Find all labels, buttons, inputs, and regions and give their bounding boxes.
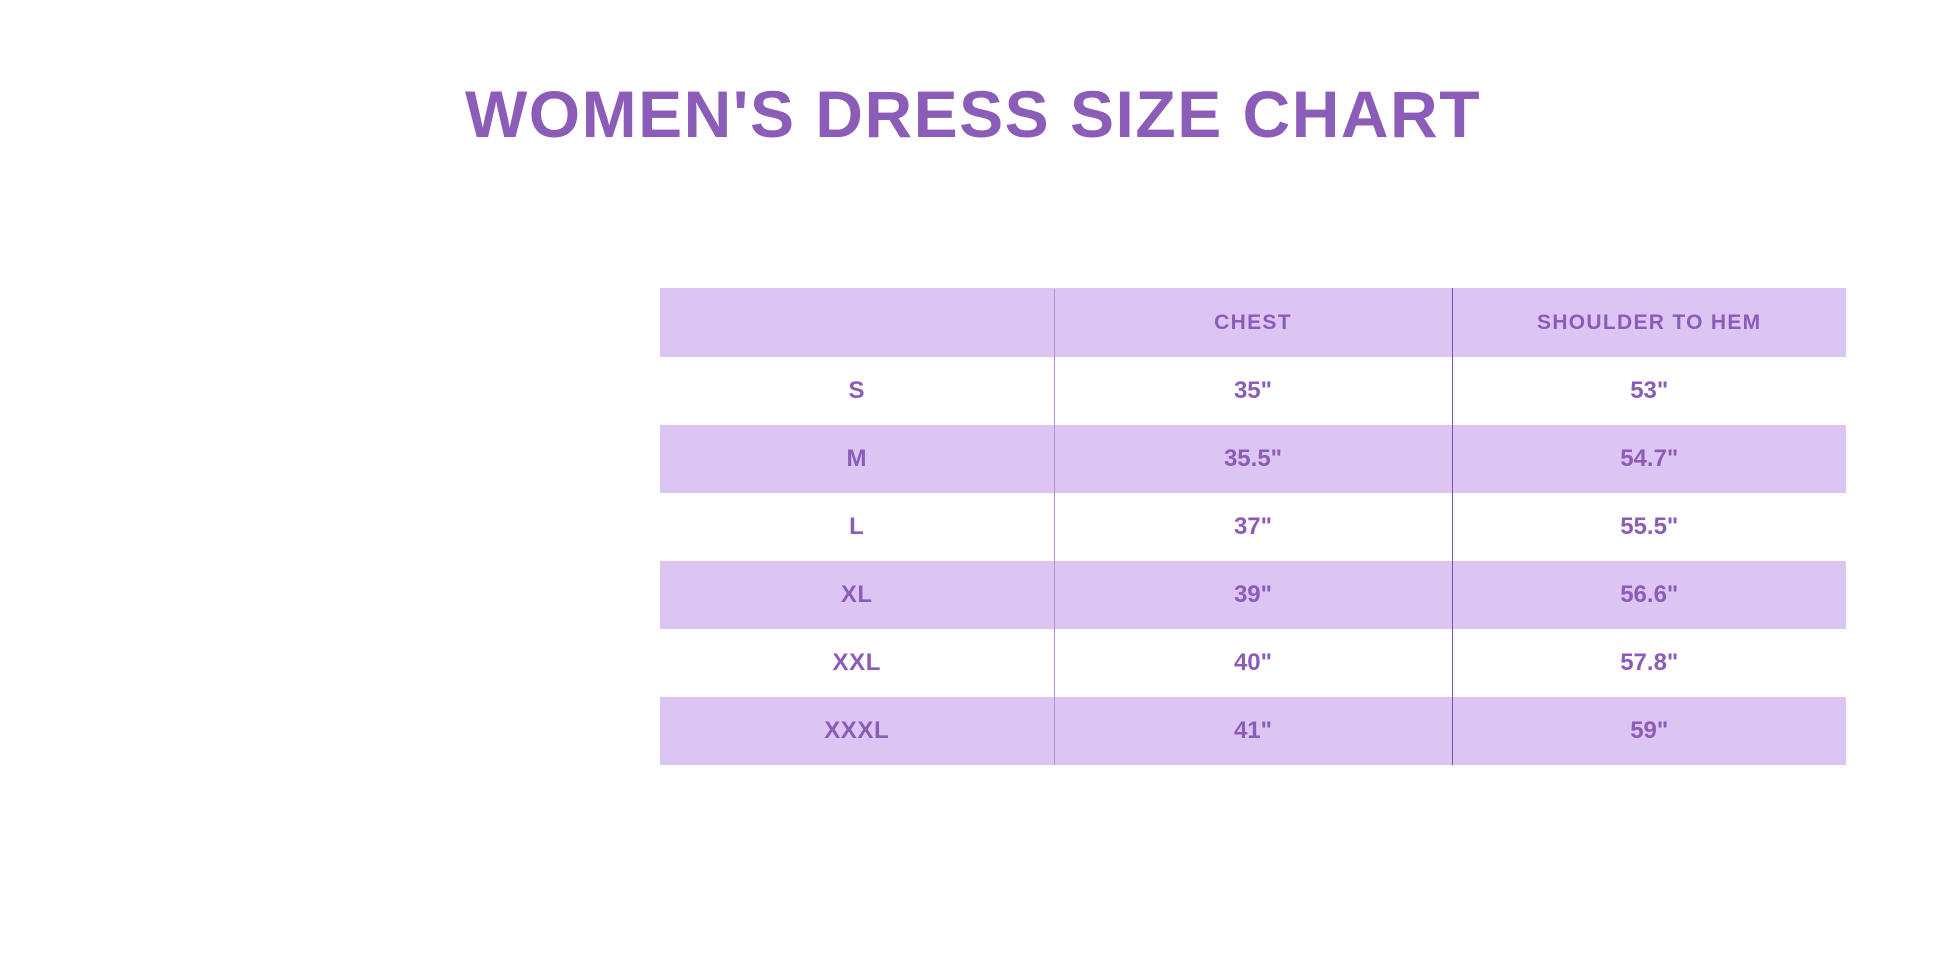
table-row: XXL 40" 57.8" xyxy=(660,629,1846,697)
size-chart-table-container: CHEST SHOULDER TO HEM S 35" 53" M 35.5" … xyxy=(660,288,1846,765)
cell-size: XXXL xyxy=(824,717,890,744)
column-header-size xyxy=(660,288,1054,357)
table-header: CHEST SHOULDER TO HEM xyxy=(660,288,1846,357)
cell-shoulder-to-hem: 57.8" xyxy=(1620,649,1679,676)
cell-size: M xyxy=(846,445,868,472)
cell-size: S xyxy=(848,377,866,404)
page-title: WOMEN'S DRESS SIZE CHART xyxy=(464,77,1482,151)
cell-size: L xyxy=(849,513,865,540)
column-header-chest: CHEST xyxy=(1053,288,1453,357)
table-body: S 35" 53" M 35.5" 54.7" L 37" 55.5" XL 3… xyxy=(660,357,1846,765)
size-chart-table: CHEST SHOULDER TO HEM S 35" 53" M 35.5" … xyxy=(660,288,1846,765)
cell-chest: 35" xyxy=(1053,357,1453,425)
cell-chest: 41" xyxy=(1053,697,1453,765)
cell-size: XXL xyxy=(832,649,881,676)
column-header-shoulder-to-hem: SHOULDER TO HEM xyxy=(1452,288,1846,357)
cell-chest: 39" xyxy=(1053,561,1453,629)
cell-shoulder-to-hem: 59" xyxy=(1630,717,1669,744)
table-row: XL 39" 56.6" xyxy=(660,561,1846,629)
table-header-row: CHEST SHOULDER TO HEM xyxy=(660,288,1846,357)
cell-chest: 40" xyxy=(1053,629,1453,697)
cell-size: XL xyxy=(840,581,873,608)
table-row: S 35" 53" xyxy=(660,357,1846,425)
cell-chest: 35.5" xyxy=(1053,425,1453,493)
cell-chest: 37" xyxy=(1053,493,1453,561)
cell-shoulder-to-hem: 54.7" xyxy=(1620,445,1679,472)
cell-shoulder-to-hem: 53" xyxy=(1630,377,1669,404)
table-row: L 37" 55.5" xyxy=(660,493,1846,561)
cell-shoulder-to-hem: 56.6" xyxy=(1620,581,1679,608)
table-row: XXXL 41" 59" xyxy=(660,697,1846,765)
table-row: M 35.5" 54.7" xyxy=(660,425,1846,493)
cell-shoulder-to-hem: 55.5" xyxy=(1620,513,1679,540)
